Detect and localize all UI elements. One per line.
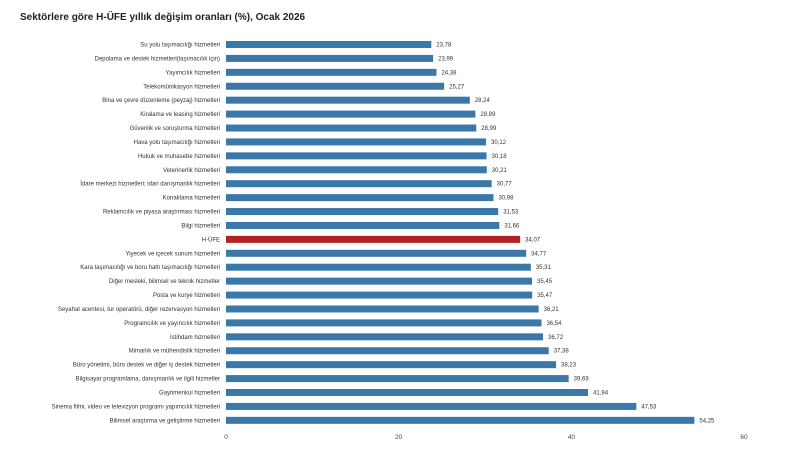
- category-label: Hukuk ve muhasebe hizmetleri: [138, 154, 220, 160]
- bar: [226, 82, 445, 90]
- x-tick-label: 40: [568, 434, 576, 441]
- category-label: Yiyecek ve içecek sunum hizmetleri: [126, 251, 220, 257]
- value-label: 41,94: [593, 391, 609, 397]
- category-label: Sinema filmi, video ve televizyon progra…: [52, 404, 220, 410]
- bar: [226, 263, 531, 271]
- category-label: H-ÜFE: [202, 236, 220, 243]
- category-label: Kiralama ve leasing hizmetleri: [140, 112, 220, 118]
- value-label: 23,99: [438, 56, 454, 62]
- x-tick-label: 20: [395, 434, 403, 441]
- bar: [226, 402, 637, 410]
- category-label: Bilgi hizmetleri: [181, 223, 220, 229]
- category-label: Bilgisayar programlama, danışmanlık ve i…: [76, 377, 220, 383]
- bar: [226, 68, 437, 76]
- category-label: İstihdam hizmetleri: [170, 334, 220, 341]
- value-label: 31,66: [504, 223, 520, 229]
- category-label: Gayrimenkul hizmetleri: [159, 391, 220, 397]
- category-label: İdare merkezi hizmetleri; idari danışman…: [80, 181, 220, 188]
- value-label: 30,12: [491, 140, 507, 146]
- value-label: 35,45: [537, 279, 553, 285]
- category-label: Telekomünikasyon hizmetleri: [143, 84, 220, 90]
- value-label: 23,78: [436, 43, 452, 49]
- category-label: Büro yönetimi, büro destek ve diğer iş d…: [73, 363, 220, 369]
- bar: [226, 277, 533, 285]
- category-label: Bilimsel araştırma ve geliştirme hizmetl…: [110, 418, 220, 424]
- value-label: 36,21: [544, 307, 560, 313]
- bar: [226, 96, 470, 104]
- bar: [226, 208, 499, 216]
- bar: [226, 166, 487, 174]
- bar: [226, 180, 492, 188]
- category-label: Hava yolu taşımacılığı hizmetleri: [134, 140, 220, 146]
- bar: [226, 110, 476, 118]
- value-label: 30,18: [492, 154, 508, 160]
- bar: [226, 416, 695, 424]
- bar: [226, 305, 539, 313]
- category-label: Posta ve kurye hizmetleri: [153, 293, 220, 299]
- category-label: Reklamcılık ve piyasa araştırması hizmet…: [103, 210, 220, 216]
- bar: [226, 347, 549, 355]
- value-label: 30,21: [492, 168, 508, 174]
- bar: [226, 291, 533, 299]
- category-label: Yayımcılık hizmetleri: [165, 70, 220, 76]
- bar: [226, 389, 589, 396]
- bar: [226, 194, 494, 202]
- value-label: 54,25: [699, 418, 715, 424]
- value-label: 34,07: [525, 237, 541, 243]
- value-label: 28,99: [481, 126, 497, 132]
- bar: [226, 249, 527, 257]
- category-label: Seyahat acentesi, tur operatörü, diğer r…: [58, 307, 220, 313]
- category-label: Veterinerlik hizmetleri: [163, 168, 220, 174]
- value-label: 34,77: [531, 251, 547, 257]
- value-label: 37,38: [554, 349, 570, 355]
- bar: [226, 361, 557, 369]
- value-label: 30,98: [498, 196, 514, 202]
- value-label: 31,53: [503, 210, 519, 216]
- bar: [226, 41, 432, 48]
- category-label: Bina ve çevre düzenleme (peyzaj) hizmetl…: [102, 98, 220, 104]
- category-label: Diğer mesleki, bilimsel ve teknik hizmet…: [109, 279, 220, 285]
- value-label: 28,24: [475, 98, 491, 104]
- category-label: Depolama ve destek hizmetleri(taşımacılı…: [95, 56, 220, 62]
- bar: [226, 333, 544, 341]
- category-label: Kara taşımacılığı ve boru hattı taşımacı…: [80, 265, 220, 271]
- value-label: 36,54: [546, 321, 562, 327]
- category-label: Su yolu taşımacılığı hizmetleri: [140, 43, 220, 49]
- value-label: 36,72: [548, 335, 564, 341]
- value-label: 30,77: [497, 182, 513, 188]
- category-label: Programcılık ve yayıncılık hizmetleri: [124, 321, 220, 327]
- bar: [226, 152, 487, 160]
- value-label: 24,38: [441, 70, 457, 76]
- x-tick-label: 0: [224, 434, 228, 441]
- value-label: 39,69: [574, 377, 590, 383]
- value-label: 25,27: [449, 84, 465, 90]
- bar: [226, 124, 477, 132]
- bar: [226, 221, 500, 229]
- value-label: 35,47: [537, 293, 553, 299]
- value-label: 47,53: [641, 404, 657, 410]
- bar: [226, 54, 434, 62]
- category-label: Mimarlık ve mühendislik hizmetleri: [129, 349, 220, 355]
- x-tick-label: 60: [740, 434, 748, 441]
- bar: [226, 319, 542, 327]
- value-label: 28,89: [480, 112, 496, 118]
- value-label: 35,31: [536, 265, 552, 271]
- value-label: 38,23: [561, 363, 577, 369]
- bar: [226, 375, 569, 383]
- bar: [226, 138, 487, 146]
- bar-highlight: [226, 235, 521, 243]
- category-label: Konaklama hizmetleri: [163, 196, 220, 202]
- category-label: Güvenlik ve soruşturma hizmetleri: [130, 126, 220, 132]
- chart-title: Sektörlere göre H-ÜFE yıllık değişim ora…: [20, 12, 306, 23]
